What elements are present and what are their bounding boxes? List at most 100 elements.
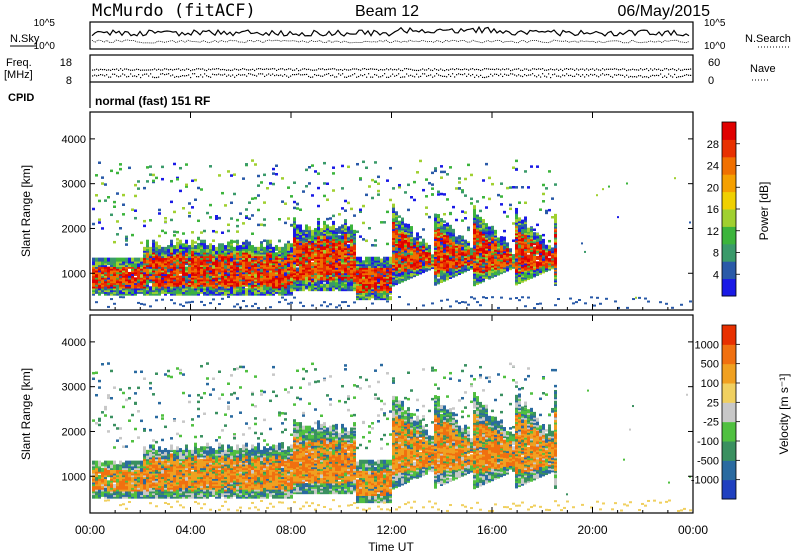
nave-point (176, 75, 178, 78)
nave-point (134, 75, 136, 77)
nave-point (232, 74, 234, 76)
data-cell (542, 183, 545, 187)
data-cell (476, 242, 479, 245)
data-cell (449, 305, 452, 308)
data-cell (521, 296, 524, 299)
freq-point (190, 69, 192, 72)
data-cell (287, 302, 290, 305)
nave-point (334, 76, 336, 78)
data-cell (263, 271, 266, 276)
freq-point (340, 68, 342, 71)
data-cell (203, 243, 206, 246)
data-cell (209, 203, 212, 207)
nave-point (584, 76, 586, 78)
data-cell (260, 181, 263, 184)
data-cell (221, 231, 224, 234)
data-cell (299, 256, 302, 261)
freq-point (148, 69, 150, 71)
data-cell (356, 296, 359, 299)
data-cell (398, 260, 401, 265)
data-cell (488, 226, 491, 229)
data-cell (470, 197, 473, 201)
nave-point (242, 74, 244, 76)
nave-point (602, 73, 604, 75)
nave-point (438, 74, 440, 76)
freq-point (468, 69, 470, 71)
freq-point (426, 69, 428, 71)
freq-point (578, 69, 580, 71)
data-cell (329, 247, 332, 252)
data-cell (191, 239, 194, 244)
data-cell (242, 242, 245, 245)
freq-point (142, 69, 144, 71)
data-cell (137, 180, 140, 183)
nave-point (356, 76, 358, 78)
nave-point (474, 76, 476, 78)
data-cell (224, 204, 227, 207)
data-cell (617, 216, 619, 219)
data-cell (212, 261, 215, 266)
data-cell (128, 257, 131, 262)
data-cell (536, 232, 539, 236)
nave-point (516, 75, 518, 77)
nave-point (626, 74, 628, 76)
freq-point (100, 68, 102, 70)
freq-point (688, 68, 690, 70)
data-cell (107, 266, 110, 271)
nave-point (296, 73, 298, 76)
data-cell (254, 163, 257, 166)
nave-point (610, 75, 612, 78)
data-cell (338, 235, 341, 240)
nave-point (450, 75, 452, 77)
freq-point (414, 69, 416, 71)
data-cell (155, 176, 158, 180)
data-cell (365, 239, 368, 243)
nave-point (180, 75, 182, 77)
freq-unit: [MHz] (4, 69, 33, 81)
data-cell (173, 245, 176, 250)
nave-point (550, 76, 552, 79)
data-cell (473, 297, 476, 300)
data-cell (98, 221, 101, 224)
nave-point (234, 76, 236, 78)
data-cell (536, 238, 539, 243)
nave-point (388, 76, 390, 78)
data-cell (422, 188, 425, 192)
nave-point (372, 76, 374, 78)
data-cell (311, 194, 314, 197)
data-cell (299, 208, 302, 211)
nave-point (544, 75, 546, 77)
data-cell (434, 217, 437, 222)
data-cell (389, 198, 392, 202)
freq-point (690, 68, 692, 70)
freq-point (666, 68, 668, 70)
nave-point (504, 73, 506, 75)
nave-point (338, 73, 340, 75)
data-cell (425, 178, 428, 181)
freq-point (550, 68, 552, 70)
nave-point (556, 75, 558, 77)
data-cell (425, 212, 428, 216)
nave-point (260, 73, 262, 75)
data-cell (176, 178, 179, 181)
data-cell (416, 232, 419, 237)
nave-tick-top: 60 (708, 57, 720, 69)
data-cell (152, 242, 155, 246)
freq-point (290, 68, 292, 70)
data-cell (482, 179, 485, 182)
freq-point (150, 69, 152, 71)
nave-point (668, 73, 670, 75)
data-cell (293, 200, 296, 204)
freq-point (244, 68, 246, 70)
freq-point (648, 69, 650, 72)
data-cell (209, 255, 212, 260)
freq-traces (92, 68, 692, 79)
data-cell (143, 246, 146, 251)
data-cell (95, 257, 98, 262)
data-cell (467, 241, 470, 244)
nave-point (310, 76, 312, 78)
data-cell (113, 279, 116, 284)
data-cell (497, 193, 500, 197)
data-cell (134, 183, 137, 187)
data-cell (419, 241, 422, 245)
